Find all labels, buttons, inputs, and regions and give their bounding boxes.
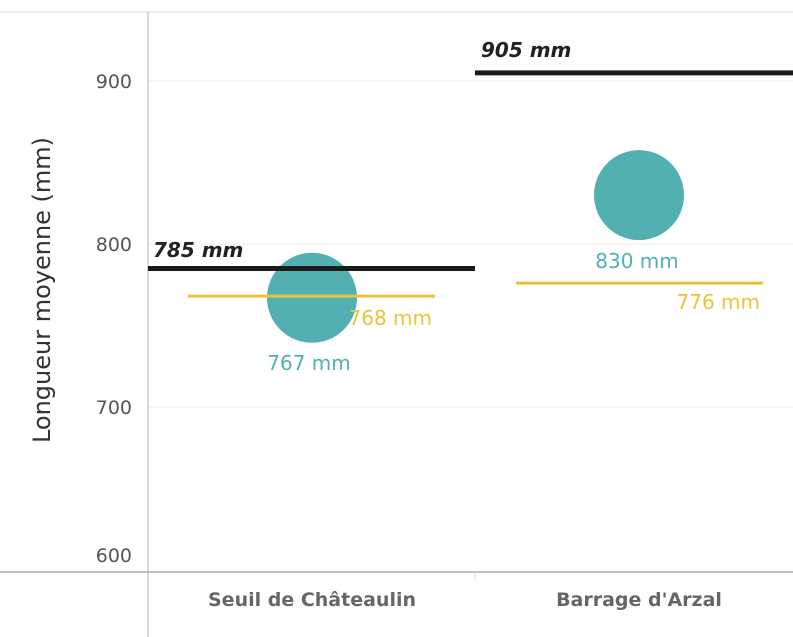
y-tick-label-600: 600 [96, 545, 132, 567]
mean-length-circle-0 [267, 252, 357, 343]
y-tick-label-800: 800 [96, 234, 132, 256]
y-axis-label: Longueur moyenne (mm) [28, 137, 56, 443]
category-labels: Seuil de Châteaulin Barrage d'Arzal [208, 589, 722, 611]
yellow-value-label-0: 768 mm [349, 306, 433, 330]
axes [0, 11, 793, 637]
y-tick-label-900: 900 [96, 71, 132, 93]
category-label-0: Seuil de Châteaulin [208, 589, 416, 611]
circle-value-label-0: 767 mm [267, 351, 351, 375]
chart-marks: 767 mm 830 mm 768 mm 776 mm 785 mm 905 mm [148, 38, 793, 375]
black-value-label-0: 785 mm [153, 238, 243, 262]
black-value-label-1: 905 mm [481, 38, 571, 62]
category-label-1: Barrage d'Arzal [556, 589, 722, 611]
y-tick-labels: 600 700 800 900 [96, 71, 132, 567]
yellow-value-label-1: 776 mm [677, 290, 761, 314]
y-tick-label-700: 700 [96, 397, 132, 419]
mean-length-circle-1 [594, 150, 684, 241]
grid-lines [148, 80, 793, 408]
circle-value-label-1: 830 mm [595, 249, 679, 273]
